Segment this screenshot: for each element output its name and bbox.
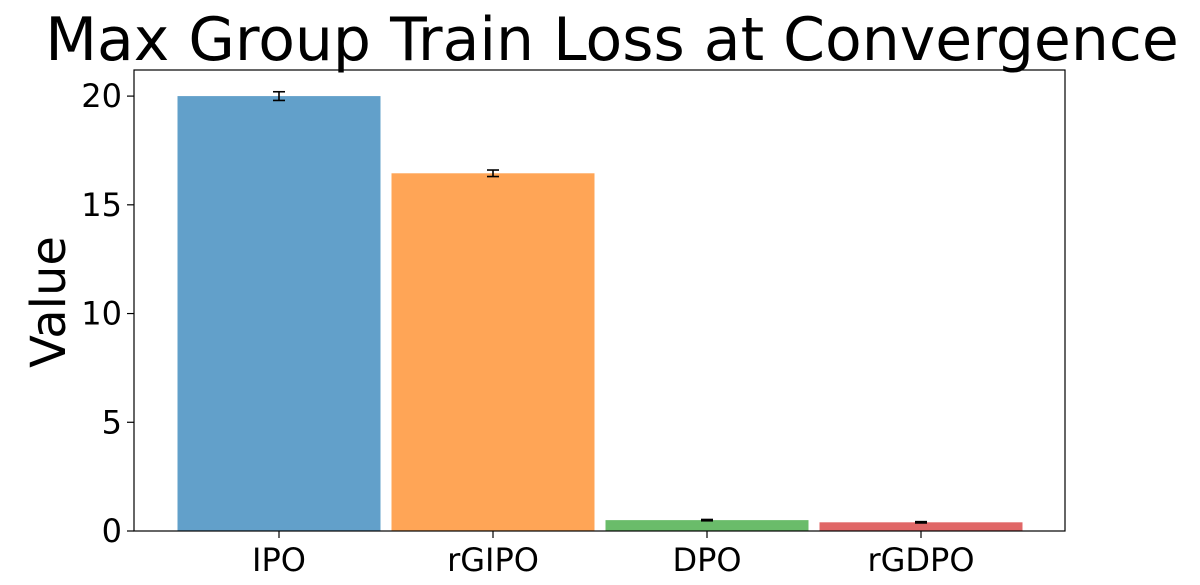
error-bar-dpo: [701, 518, 713, 522]
y-axis-label: Value: [21, 236, 77, 368]
bar-dpo: [605, 520, 809, 531]
error-bar-rgipo: [487, 169, 499, 178]
plot-frame: [133, 69, 1066, 532]
y-tick-label: 5: [102, 403, 122, 441]
bar-rgdpo: [819, 522, 1023, 531]
x-tick-label: IPO: [252, 541, 306, 579]
x-tick-label: rGDPO: [867, 541, 974, 579]
y-tick-label: 20: [81, 77, 122, 115]
bars-group: [177, 96, 1023, 532]
y-axis-ticks: 0 5 10 15 20: [81, 77, 134, 550]
chart-title: Max Group Train Loss at Convergence: [45, 5, 1179, 75]
error-bar-ipo: [273, 90, 285, 102]
x-tick-label: rGIPO: [447, 541, 539, 579]
x-tick-label: DPO: [672, 541, 741, 579]
y-tick-label: 0: [102, 512, 122, 550]
error-bars-group: [273, 90, 927, 524]
y-tick-label: 15: [81, 186, 122, 224]
x-axis-ticks: IPO rGIPO DPO rGDPO: [252, 531, 975, 579]
bar-ipo: [177, 96, 381, 532]
y-tick-label: 10: [81, 295, 122, 333]
error-bar-rgdpo: [915, 520, 927, 524]
bar-rgipo: [391, 173, 595, 531]
